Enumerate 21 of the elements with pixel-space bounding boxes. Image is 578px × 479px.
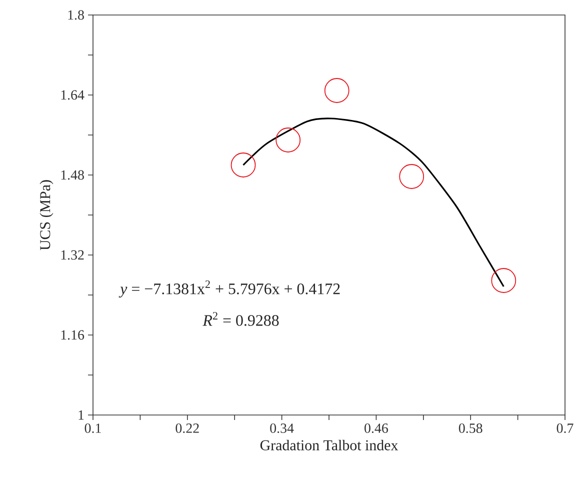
x-tick-label: 0.34 <box>270 424 294 433</box>
x-tick-label: 0.46 <box>364 424 388 433</box>
x-tick-label: 0.58 <box>458 424 482 433</box>
x-tick-label: 0.22 <box>176 424 199 433</box>
annotation: y = −7.1381x$^{2}$ + 5.7976x + 0.4172 <box>118 280 340 298</box>
y-tick-label: 1.16 <box>61 330 84 340</box>
annotation: R$^{2}$ = 0.9288 <box>202 312 279 326</box>
y-tick-label: 1.8 <box>68 10 84 20</box>
point <box>276 128 301 152</box>
x-axis-title: Gradation Talbot index <box>260 440 398 450</box>
x-tick-label: 0.7 <box>556 424 574 433</box>
point <box>491 268 516 293</box>
y-tick-label: 1.32 <box>61 250 84 260</box>
x-tick-label: 0.1 <box>84 424 101 433</box>
y-axis-title: UCS (MPa) <box>40 180 54 250</box>
point <box>324 78 350 103</box>
point <box>399 164 424 189</box>
y-tick-label: 1 <box>78 410 84 420</box>
y-tick-label: 1.64 <box>61 90 84 100</box>
y-tick-label: 1.48 <box>61 170 84 180</box>
point <box>230 152 256 178</box>
